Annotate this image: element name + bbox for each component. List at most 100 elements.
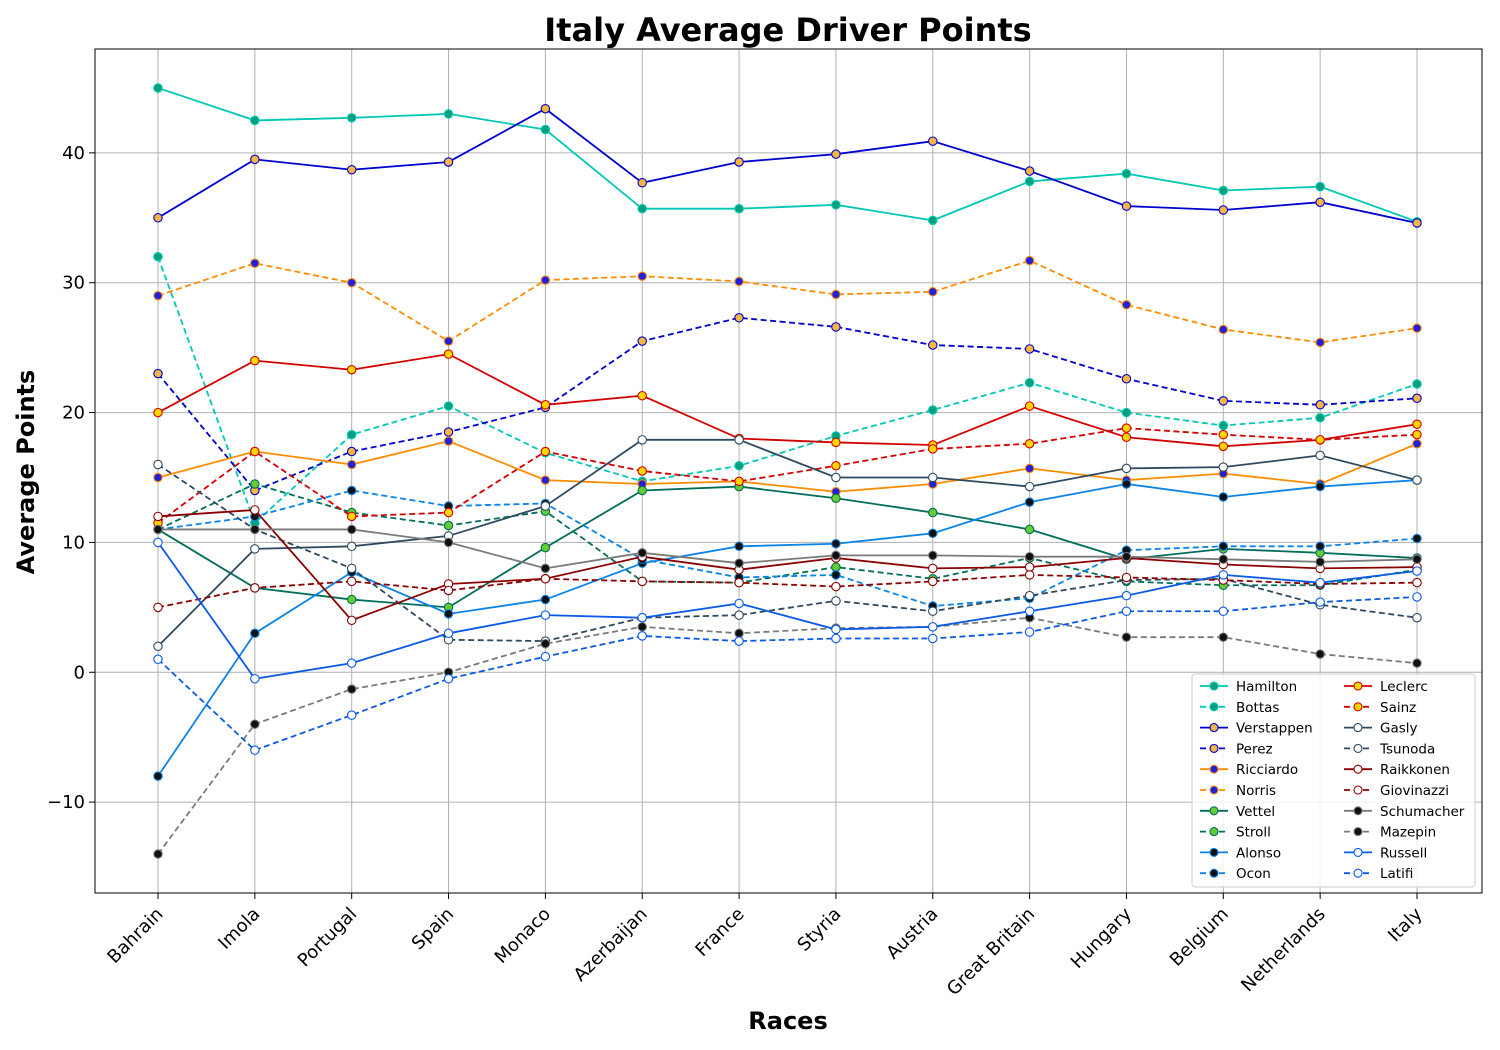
data-point (831, 562, 841, 572)
x-tick-label: Imola (214, 904, 264, 954)
series-layer (153, 83, 1422, 859)
data-point (443, 349, 454, 359)
data-point (153, 524, 163, 535)
data-point (153, 771, 163, 781)
series-tsunoda (153, 459, 1422, 646)
data-point (1412, 592, 1422, 602)
data-point (928, 622, 938, 632)
data-point (734, 541, 744, 552)
data-point (1315, 557, 1325, 567)
data-point (153, 537, 163, 548)
data-point (153, 654, 163, 665)
data-point (1121, 168, 1132, 179)
legend-swatch-marker (1353, 847, 1363, 857)
data-point (1121, 463, 1132, 474)
data-point (831, 633, 841, 644)
data-point (1218, 554, 1229, 565)
data-point (831, 437, 841, 448)
data-point (540, 124, 551, 135)
data-point (1218, 492, 1229, 502)
data-point (1218, 462, 1229, 472)
legend-label: Ocon (1236, 866, 1271, 882)
series-perez (153, 313, 1422, 496)
legend-swatch-marker (1353, 827, 1363, 837)
data-point (1024, 463, 1035, 474)
y-tick-label: 20 (62, 403, 85, 424)
y-axis-label: Average Points (12, 370, 40, 575)
series-line (157, 485, 1418, 609)
data-point (831, 472, 841, 483)
legend-label: Perez (1236, 741, 1273, 757)
data-point (1412, 475, 1422, 485)
data-point (831, 596, 841, 606)
data-point (1315, 181, 1325, 192)
data-point (831, 200, 841, 210)
data-point (443, 674, 454, 684)
data-point (346, 446, 357, 457)
data-point (540, 501, 551, 511)
series-line (157, 489, 1418, 607)
data-point (928, 563, 938, 574)
data-point (1412, 379, 1422, 389)
legend-swatch-marker (1209, 764, 1219, 774)
data-point (1024, 255, 1035, 266)
data-point (540, 542, 551, 553)
data-point (831, 149, 841, 159)
data-point (928, 444, 938, 454)
data-point (250, 258, 260, 268)
data-point (1024, 438, 1035, 449)
data-point (443, 520, 454, 531)
data-point (346, 658, 357, 668)
x-tick-label: Austria (882, 904, 942, 964)
data-point (1121, 300, 1132, 310)
data-point (1218, 632, 1229, 642)
data-point (928, 507, 938, 518)
data-point (153, 83, 163, 93)
plot-frame (94, 48, 1483, 894)
chart-title: Italy Average Driver Points (544, 11, 1031, 49)
data-point (153, 407, 163, 418)
legend-item: Norris (1200, 783, 1276, 799)
data-point (346, 563, 357, 574)
series-line (157, 483, 1418, 587)
legend-item: Tsunoda (1344, 741, 1435, 757)
x-tick-label: Azerbaijan (570, 904, 652, 986)
data-point (250, 583, 260, 593)
series-line (157, 573, 1418, 609)
data-point (1121, 590, 1132, 601)
data-point (443, 336, 454, 346)
legend-swatch-marker (1209, 702, 1219, 712)
data-point (637, 390, 647, 401)
data-point (928, 633, 938, 644)
data-point (928, 606, 938, 616)
data-point (540, 594, 551, 605)
series-line (157, 259, 1418, 344)
data-point (540, 574, 551, 584)
legend-label: Vettel (1236, 804, 1275, 820)
data-point (153, 472, 163, 483)
y-tick-label: 0 (74, 662, 85, 683)
data-point (346, 511, 357, 522)
legend-item: Gasly (1344, 721, 1418, 737)
data-point (831, 322, 841, 332)
data-point (153, 641, 163, 652)
y-tick-label: −10 (47, 792, 85, 813)
data-point (443, 507, 454, 518)
data-point (346, 576, 357, 587)
legend-label: Russell (1380, 845, 1427, 861)
data-point (734, 313, 744, 323)
data-point (1412, 566, 1422, 576)
legend-item: Alonso (1200, 845, 1281, 861)
data-point (928, 528, 938, 539)
series-russell (153, 537, 1422, 684)
legend-swatch-marker (1209, 743, 1219, 753)
data-point (1412, 554, 1422, 565)
data-point (831, 624, 841, 635)
data-point (637, 631, 647, 641)
x-tick-label: Portugal (294, 904, 362, 972)
legend-item: Giovinazzi (1344, 783, 1449, 799)
legend-label: Ricciardo (1236, 762, 1298, 778)
series-verstappen (153, 103, 1422, 228)
series-line (157, 256, 1418, 525)
legend-item: Ocon (1200, 866, 1271, 882)
